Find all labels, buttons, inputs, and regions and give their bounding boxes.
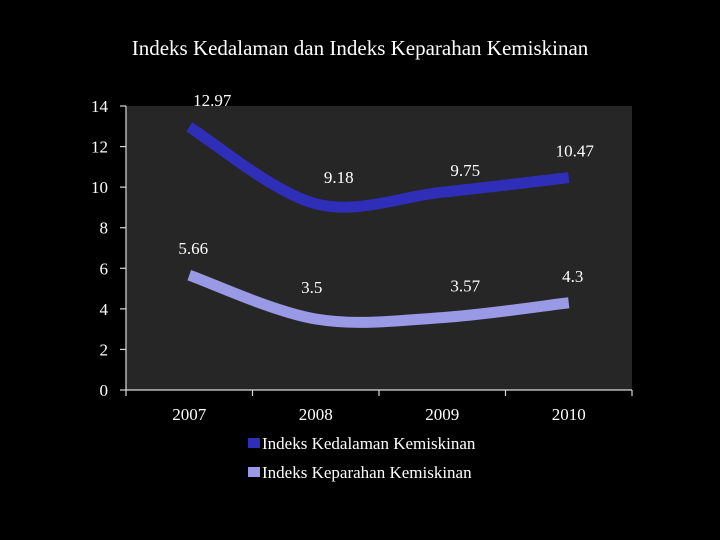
y-tick-label: 4 — [100, 300, 109, 319]
data-label: 12.97 — [193, 91, 232, 110]
x-tick-label: 2008 — [299, 405, 333, 424]
series-line-2 — [187, 269, 570, 328]
data-labels: 12.97 9.18 9.75 10.47 5.66 3.5 3.57 4.3 — [178, 91, 594, 297]
legend-label-1: Indeks Kedalaman Kemiskinan — [262, 434, 476, 453]
y-tick-label: 0 — [100, 381, 109, 400]
data-label: 9.75 — [450, 161, 480, 180]
data-label: 4.3 — [562, 267, 583, 286]
x-tick-label: 2009 — [425, 405, 459, 424]
data-label: 10.47 — [556, 142, 595, 161]
legend: Indeks Kedalaman Kemiskinan Indeks Kepara… — [248, 434, 476, 482]
series-layer — [186, 122, 570, 328]
chart-title: Indeks Kedalaman dan Indeks Keparahan Ke… — [132, 36, 589, 60]
data-label: 3.57 — [450, 277, 480, 296]
plot-area — [126, 106, 632, 390]
y-tick-label: 12 — [91, 138, 108, 157]
y-tick-label: 14 — [91, 97, 109, 116]
series-line-1 — [186, 122, 570, 213]
y-tick-label: 10 — [91, 178, 108, 197]
data-label: 5.66 — [178, 239, 208, 258]
legend-swatch-1 — [248, 438, 260, 448]
x-tick-label: 2010 — [552, 405, 586, 424]
legend-swatch-2 — [248, 467, 260, 477]
data-label: 9.18 — [324, 168, 354, 187]
axes: 0 2 4 6 8 10 12 14 2007 2008 2009 2010 — [91, 97, 633, 424]
y-tick-label: 6 — [100, 259, 109, 278]
x-tick-label: 2007 — [172, 405, 207, 424]
legend-label-2: Indeks Keparahan Kemiskinan — [262, 463, 472, 482]
y-tick-label: 8 — [100, 219, 109, 238]
y-tick-label: 2 — [100, 340, 109, 359]
data-label: 3.5 — [301, 278, 322, 297]
